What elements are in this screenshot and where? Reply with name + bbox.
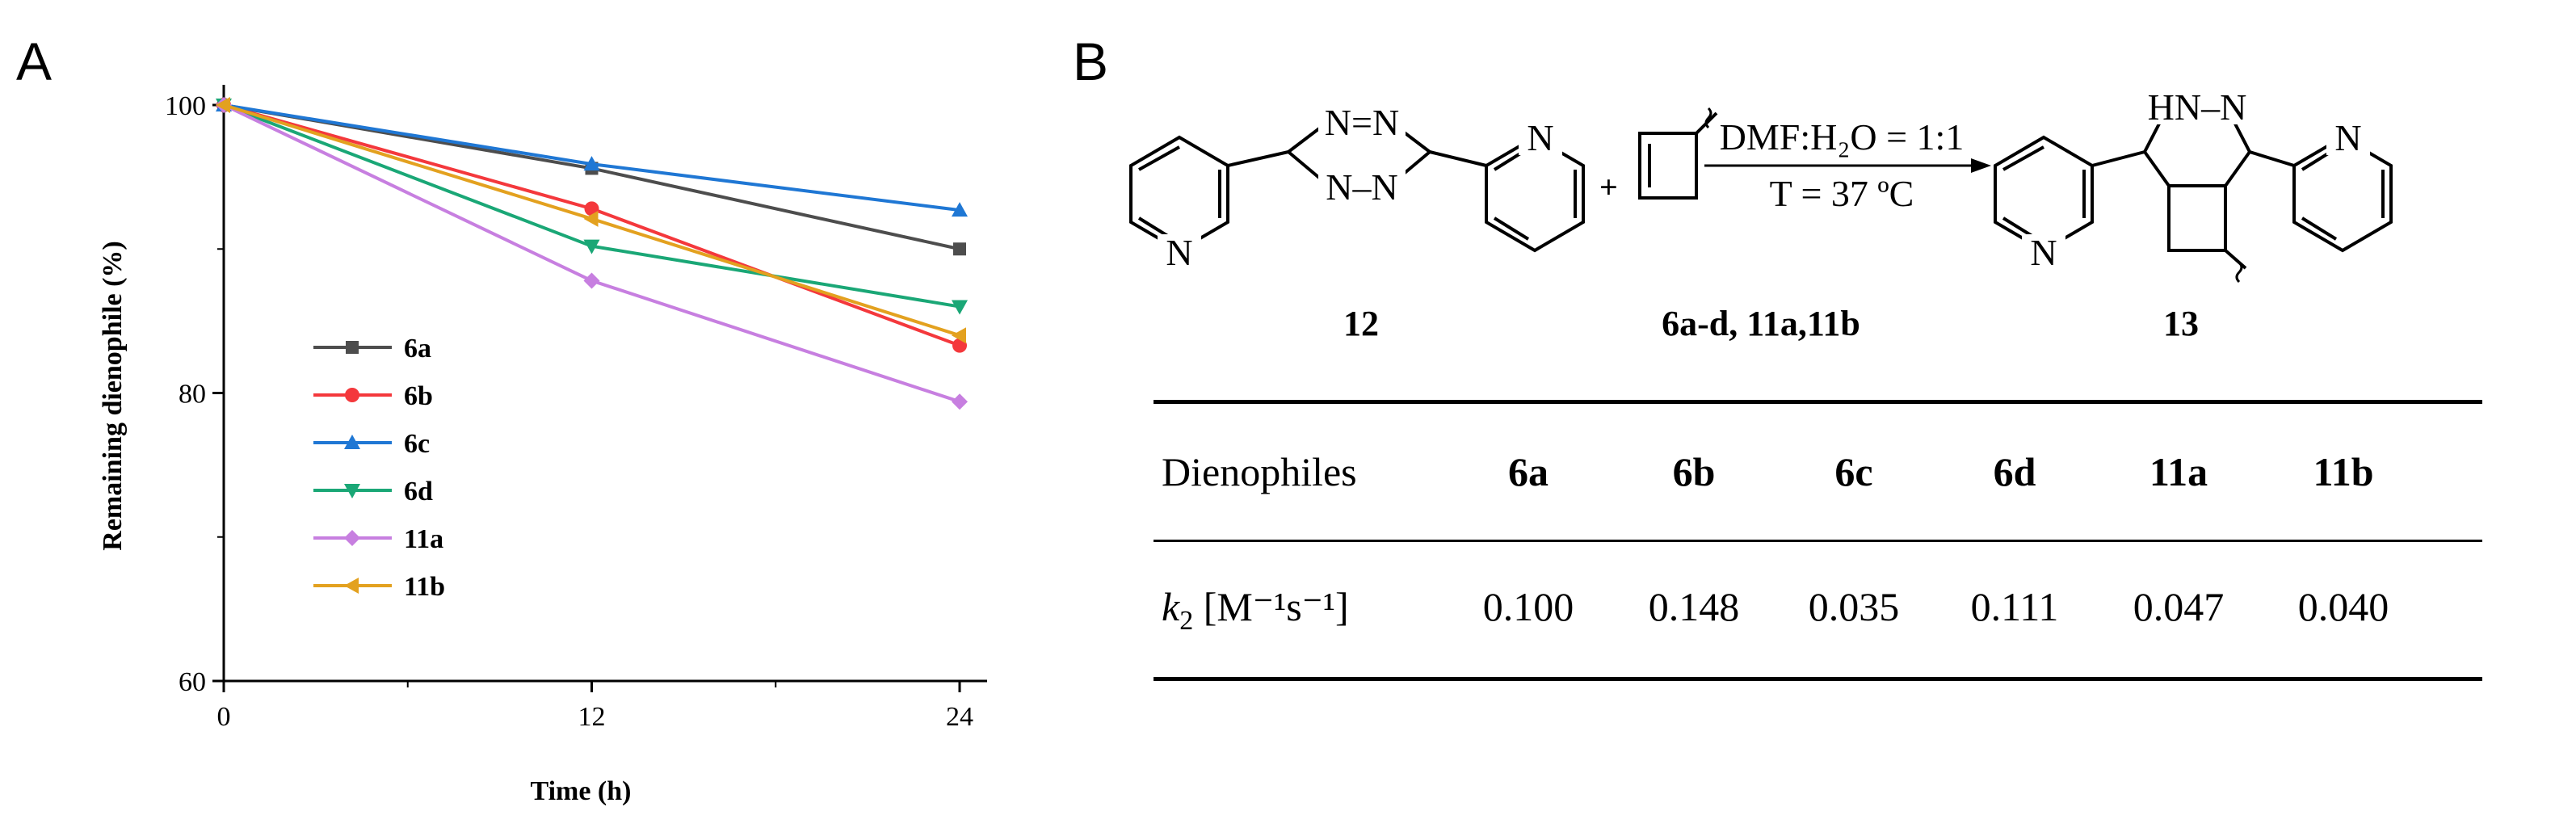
table-row-label: k2 [M⁻¹s⁻¹] bbox=[1162, 584, 1349, 636]
legend-marker bbox=[345, 388, 359, 402]
x-tick-label: 12 bbox=[578, 702, 606, 732]
y-tick-label: 100 bbox=[165, 91, 206, 121]
series-line-6a bbox=[223, 103, 960, 251]
legend-marker bbox=[344, 484, 360, 498]
panel-b-letter: B bbox=[1073, 32, 1109, 91]
legend-item-6d: 6d bbox=[313, 477, 433, 506]
legend-item-6a: 6a bbox=[313, 334, 431, 364]
x-tick-label: 0 bbox=[217, 702, 231, 732]
table-header-cell: 11b bbox=[2313, 449, 2374, 494]
plus-sign: + bbox=[1599, 169, 1618, 205]
data-point-6c bbox=[952, 202, 968, 217]
dienophile-label: 6a-d, 11a,11b bbox=[1662, 304, 1860, 343]
product-label: 13 bbox=[2163, 304, 2199, 343]
legend-label: 11a bbox=[404, 524, 443, 554]
legend-item-6b: 6b bbox=[313, 381, 433, 411]
table-header-cell: 11a bbox=[2149, 449, 2208, 494]
data-point-11b bbox=[583, 210, 599, 227]
data-point-11a bbox=[583, 272, 600, 289]
table-header-label: Dienophiles bbox=[1162, 449, 1357, 494]
y-tick-label: 60 bbox=[179, 667, 206, 697]
reactant-label: 12 bbox=[1343, 304, 1379, 343]
table-value-cell: 0.035 bbox=[1808, 584, 1900, 629]
data-point-6d bbox=[952, 300, 968, 315]
data-point-6d bbox=[583, 239, 600, 254]
table-value-cell: 0.148 bbox=[1648, 584, 1740, 629]
legend-marker bbox=[346, 341, 359, 354]
table-value-cell: 0.111 bbox=[1970, 584, 2059, 629]
dienophile-line-chart: 0 12 24 60 80 100 6a 6b 6c 6d 11a 11b Time (h) Rem… bbox=[98, 85, 987, 806]
series-11a bbox=[216, 97, 968, 410]
conditions-temperature: T = 37 ºC bbox=[1770, 173, 1914, 214]
chart-legend: 6a 6b 6c 6d 11a 11b bbox=[313, 334, 445, 602]
table-mid-rule bbox=[1154, 540, 2482, 542]
data-point-11b bbox=[952, 327, 966, 344]
panel-a-letter: A bbox=[16, 32, 53, 91]
legend-label: 6d bbox=[404, 477, 433, 506]
legend-item-6c: 6c bbox=[313, 429, 430, 459]
legend-label: 6b bbox=[404, 381, 433, 411]
table-top-rule bbox=[1154, 400, 2482, 404]
table-value-cell: 0.047 bbox=[2133, 584, 2225, 629]
data-point-6a bbox=[953, 242, 966, 256]
chart-axes: 0 12 24 60 80 100 bbox=[165, 85, 987, 732]
legend-label: 6c bbox=[404, 429, 430, 459]
x-axis-label: Time (h) bbox=[531, 776, 632, 806]
product-hn-n: HN–N bbox=[2148, 86, 2247, 128]
table-header-cell: 6a bbox=[1508, 449, 1549, 494]
table-header-cell: 6c bbox=[1834, 449, 1873, 494]
pyridine-n-left: N bbox=[1166, 232, 1192, 273]
pyridine-n-right: N bbox=[1527, 117, 1553, 158]
product-pyridine-n-left: N bbox=[2030, 232, 2057, 273]
reaction-scheme: N=N N–N N N + DMF:H₂O = 1:1 T = 37 ºC HN… bbox=[1129, 86, 2393, 343]
x-tick-label: 24 bbox=[946, 702, 973, 732]
series-11b bbox=[216, 97, 966, 344]
legend-label: 6a bbox=[404, 334, 431, 364]
legend-item-11a: 11a bbox=[313, 524, 443, 554]
legend-marker bbox=[344, 435, 360, 449]
table-header-cell: 6d bbox=[1993, 449, 2036, 494]
table-bottom-rule bbox=[1154, 677, 2482, 681]
table-value-cell: 0.040 bbox=[2297, 584, 2389, 629]
legend-marker bbox=[344, 578, 359, 594]
chart-series bbox=[216, 97, 968, 410]
cyclobutene-structure bbox=[1638, 107, 1718, 200]
legend-marker bbox=[344, 530, 360, 546]
y-tick-label: 80 bbox=[179, 380, 206, 410]
legend-label: 11b bbox=[404, 572, 445, 602]
y-axis-label: Remaining dienophile (%) bbox=[98, 241, 128, 550]
conditions-solvent: DMF:H₂O = 1:1 bbox=[1720, 116, 1965, 158]
table-value-cell: 0.100 bbox=[1482, 584, 1574, 629]
data-point-11b bbox=[216, 97, 230, 113]
data-point-6c bbox=[583, 156, 600, 171]
data-point-11a bbox=[952, 393, 968, 410]
product-pyridine-n-right: N bbox=[2334, 117, 2361, 158]
table-header-cell: 6b bbox=[1672, 449, 1716, 494]
tetrazine-nn-top: N=N bbox=[1325, 102, 1399, 143]
tetrazine-nn-bottom: N–N bbox=[1326, 166, 1397, 208]
legend-item-11b: 11b bbox=[313, 572, 445, 602]
